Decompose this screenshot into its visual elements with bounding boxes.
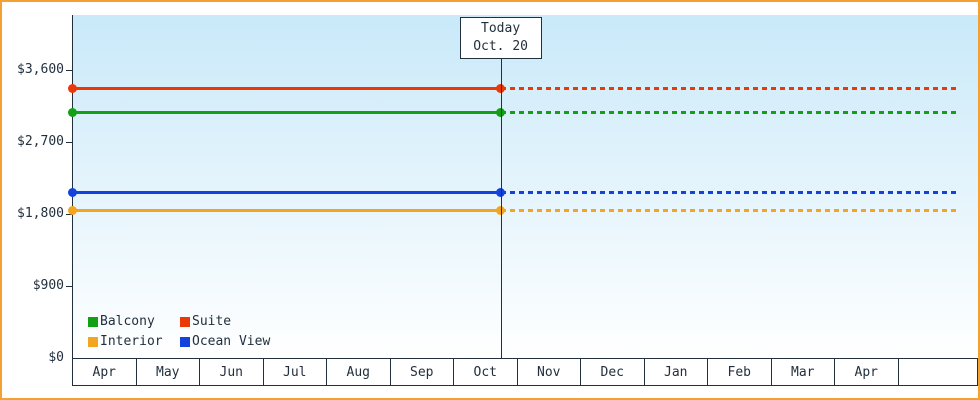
legend-label: Interior <box>100 334 163 349</box>
y-tick-label: $3,600 <box>17 62 64 78</box>
y-tick-label: $0 <box>48 350 64 365</box>
month-cell: Jun <box>199 358 264 386</box>
y-tick-label: $2,700 <box>17 134 64 150</box>
y-tick-mark <box>66 214 72 216</box>
legend-item-suite: Suite <box>180 312 270 332</box>
legend-label: Balcony <box>100 314 155 329</box>
series-marker-ocean-view <box>67 187 77 197</box>
series-line-solid-suite <box>72 86 501 90</box>
y-tick-mark <box>66 70 72 72</box>
month-cell: Apr <box>834 358 899 386</box>
series-line-solid-interior <box>72 208 501 212</box>
legend-label: Ocean View <box>192 334 271 349</box>
legend-swatch-suite <box>180 317 190 327</box>
month-cell: Mar <box>770 358 835 386</box>
series-line-solid-balcony <box>72 110 501 114</box>
series-marker-balcony <box>67 107 77 117</box>
today-line <box>500 59 502 358</box>
series-line-solid-ocean-view <box>72 190 501 194</box>
month-cell: Aug <box>326 358 391 386</box>
legend-label: Suite <box>192 314 232 329</box>
month-cell: Jan <box>643 358 708 386</box>
series-line-dotted-interior <box>500 208 956 212</box>
series-line-dotted-suite <box>500 86 956 90</box>
legend-item-interior: Interior <box>88 332 180 352</box>
legend: Balcony Suite Interior Ocean View <box>88 312 270 352</box>
legend-swatch-ocean-view <box>180 337 190 347</box>
month-cell: Dec <box>580 358 645 386</box>
month-cell: Oct <box>453 358 518 386</box>
month-cell: Apr <box>72 358 137 386</box>
series-marker-interior <box>67 205 77 215</box>
month-cell-empty <box>897 358 978 386</box>
month-cell: Sep <box>389 358 454 386</box>
month-cell: Nov <box>516 358 581 386</box>
legend-item-ocean-view: Ocean View <box>180 332 270 352</box>
today-label-title: Today <box>481 21 521 36</box>
month-cell: May <box>135 358 200 386</box>
legend-swatch-interior <box>88 337 98 347</box>
legend-item-balcony: Balcony <box>88 312 180 332</box>
plot-background <box>72 15 978 358</box>
series-line-dotted-ocean-view <box>500 190 956 194</box>
today-label-date: Oct. 20 <box>473 39 528 54</box>
today-label-box: Today Oct. 20 <box>459 17 542 59</box>
month-cell: Jul <box>262 358 327 386</box>
y-tick-mark <box>66 142 72 144</box>
y-axis-line <box>72 15 73 358</box>
series-marker-suite <box>67 83 77 93</box>
y-tick-label: $900 <box>32 278 64 293</box>
y-tick-mark <box>66 286 72 287</box>
y-tick-label: $1,800 <box>17 206 64 222</box>
legend-swatch-balcony <box>88 317 98 327</box>
x-axis-months: Apr May Jun Jul Aug Sep Oct Nov Dec Jan Feb Mar Apr <box>72 358 978 386</box>
month-cell: Feb <box>707 358 772 386</box>
series-line-dotted-balcony <box>500 110 956 114</box>
